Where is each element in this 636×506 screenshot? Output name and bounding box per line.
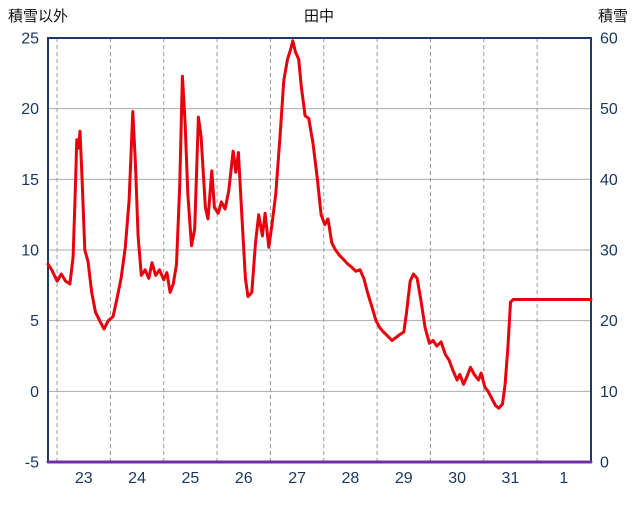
right-tick-label: 0 bbox=[600, 455, 609, 472]
right-tick-label: 60 bbox=[600, 31, 618, 48]
x-tick-label: 26 bbox=[235, 470, 253, 487]
left-tick-label: 5 bbox=[30, 313, 39, 330]
left-tick-label: -5 bbox=[25, 455, 39, 472]
chart-title: 田中 bbox=[304, 8, 334, 25]
right-tick-label: 30 bbox=[600, 243, 618, 260]
plot-area: -5 0 5 10 15 20 25 0 10 20 30 40 50 60 23 24 25 26 27 28 29 3… bbox=[21, 31, 618, 488]
left-tick-label: 25 bbox=[21, 31, 39, 48]
left-axis-title: 積雪以外 bbox=[8, 8, 68, 25]
left-tick-label: 15 bbox=[21, 172, 39, 189]
x-tick-label: 23 bbox=[75, 470, 93, 487]
x-tick-label: 29 bbox=[395, 470, 413, 487]
x-tick-label: 25 bbox=[182, 470, 200, 487]
right-tick-label: 20 bbox=[600, 313, 618, 330]
x-tick-label: 30 bbox=[448, 470, 466, 487]
x-tick-label: 28 bbox=[342, 470, 360, 487]
x-tick-label: 1 bbox=[559, 470, 568, 487]
left-tick-label: 20 bbox=[21, 101, 39, 118]
series-line-left bbox=[46, 39, 593, 410]
right-tick-label: 40 bbox=[600, 172, 618, 189]
right-tick-label: 10 bbox=[600, 384, 618, 401]
right-axis-title: 積雪 bbox=[598, 8, 628, 25]
right-tick-label: 50 bbox=[600, 101, 618, 118]
x-tick-label: 27 bbox=[288, 470, 306, 487]
x-tick-label: 31 bbox=[502, 470, 520, 487]
x-tick-label: 24 bbox=[128, 470, 146, 487]
left-tick-label: 0 bbox=[30, 384, 39, 401]
left-tick-label: 10 bbox=[21, 243, 39, 260]
